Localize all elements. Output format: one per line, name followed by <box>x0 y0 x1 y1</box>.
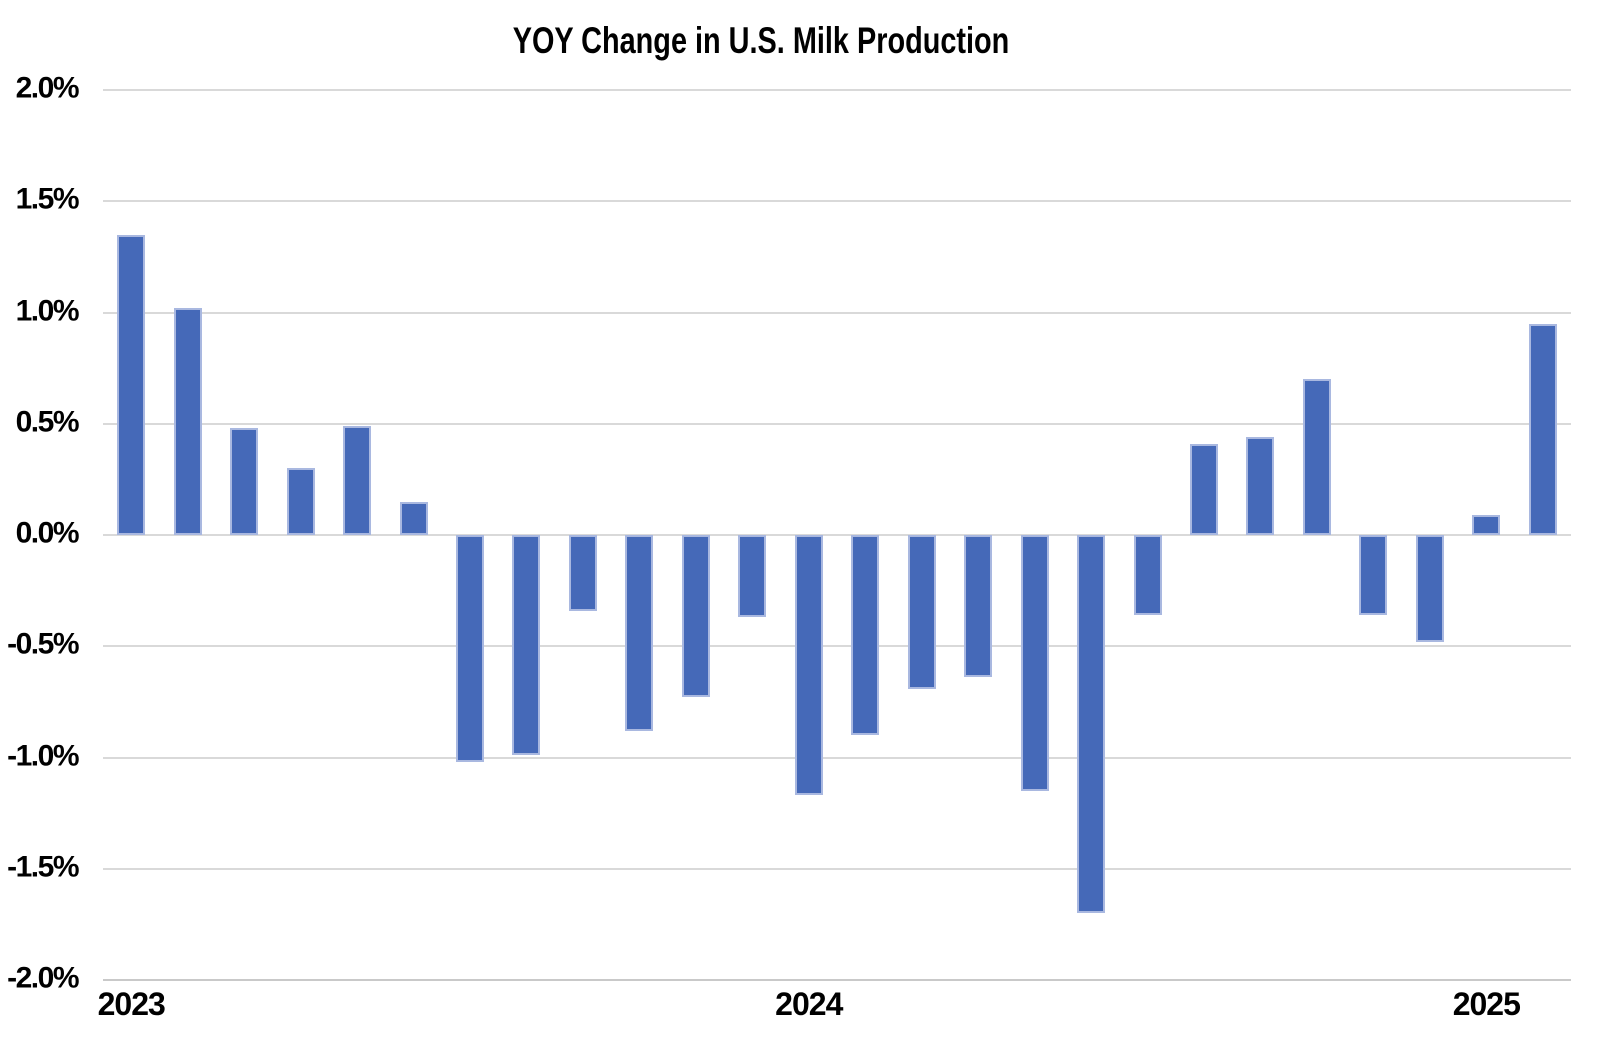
bar-apr-2023 <box>286 468 315 535</box>
bar-jul-2024 <box>1133 535 1162 616</box>
bar-feb-2025 <box>1528 323 1557 535</box>
gridline--0.5% <box>103 645 1571 648</box>
bar-sep-2024 <box>1246 437 1275 535</box>
y-axis-tick-label: 0.0% <box>15 516 80 550</box>
gridline-2.0% <box>103 89 1571 91</box>
x-axis-year-label-2023: 2023 <box>97 986 166 1022</box>
chart-title: YOY Change in U.S. Milk Production <box>512 20 1010 61</box>
y-axis-tick-label: -0.5% <box>7 627 79 661</box>
bar-jun-2023 <box>399 501 428 535</box>
bar-feb-2023 <box>173 308 202 535</box>
gridline-1.5% <box>103 200 1571 203</box>
bar-dec-2024 <box>1415 535 1444 642</box>
bar-mar-2023 <box>230 428 259 535</box>
y-axis-tick-label: 1.0% <box>15 294 80 328</box>
bar-sep-2023 <box>568 535 597 611</box>
bar-jul-2023 <box>456 535 484 762</box>
gridline-0.5% <box>103 422 1571 425</box>
gridline--1.5% <box>103 867 1571 870</box>
bar-jun-2024 <box>1077 535 1106 914</box>
bar-may-2024 <box>1020 535 1049 791</box>
bar-aug-2024 <box>1190 443 1218 535</box>
gridline-0.0% <box>103 534 1571 536</box>
y-axis-tick-label: 1.5% <box>15 182 80 216</box>
y-axis-tick-label: 0.5% <box>15 405 80 439</box>
bar-jan-2023 <box>117 234 146 535</box>
gridline-1.0% <box>103 311 1571 314</box>
bar-mar-2024 <box>907 535 936 689</box>
bar-feb-2024 <box>851 535 880 736</box>
bar-oct-2023 <box>625 535 654 731</box>
x-axis-year-label-2025: 2025 <box>1452 986 1521 1022</box>
bar-nov-2023 <box>681 535 710 698</box>
gridline--2.0% <box>103 979 1571 981</box>
y-axis-tick-label: 2.0% <box>15 71 80 105</box>
y-axis-tick-label: -1.0% <box>7 739 79 773</box>
bar-apr-2024 <box>964 535 993 678</box>
bar-oct-2024 <box>1302 379 1331 535</box>
x-axis-year-label-2024: 2024 <box>775 986 843 1022</box>
bar-aug-2023 <box>512 535 541 756</box>
y-axis-tick-label: -2.0% <box>7 961 79 995</box>
gridline--1.0% <box>103 756 1571 759</box>
bar-jan-2025 <box>1472 514 1501 535</box>
bar-nov-2024 <box>1359 535 1388 616</box>
bar-dec-2023 <box>738 535 767 618</box>
y-axis-tick-label: -1.5% <box>7 850 79 884</box>
bar-jan-2024 <box>794 535 823 796</box>
bar-may-2023 <box>343 425 372 535</box>
